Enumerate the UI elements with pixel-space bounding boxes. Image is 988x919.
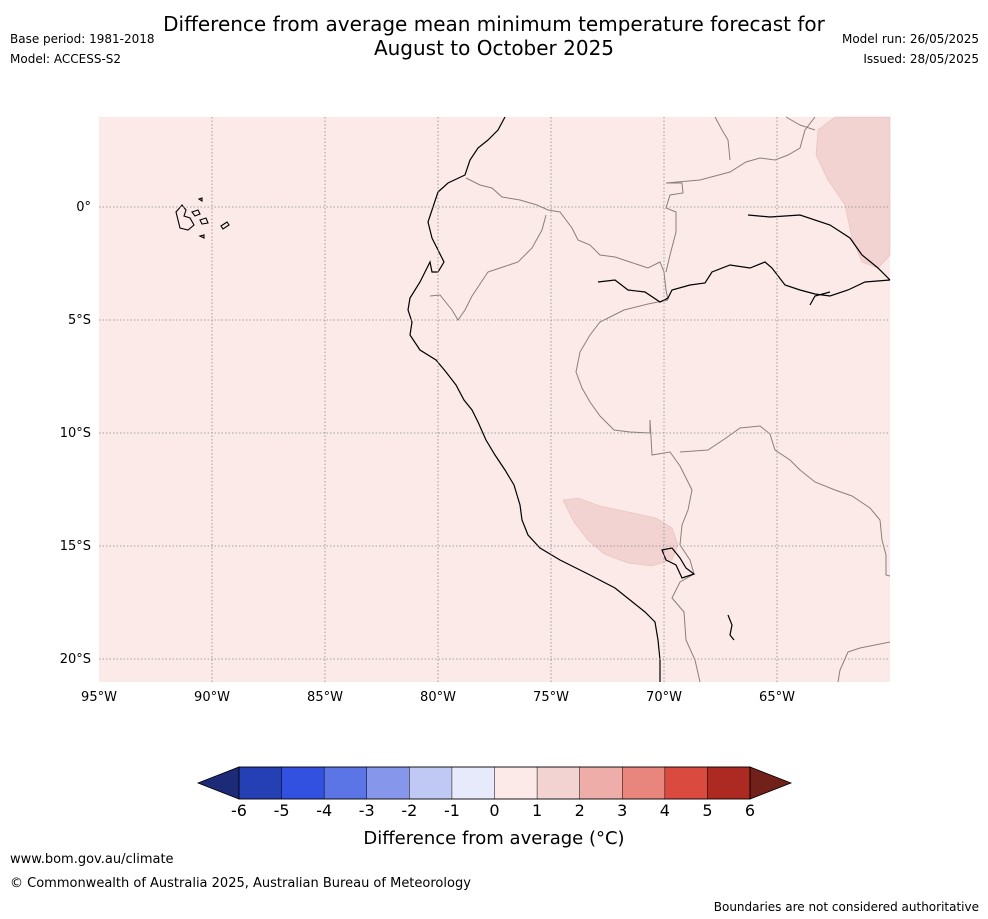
colorbar-cell: [409, 766, 453, 800]
longitude-labels: 95°W 90°W 85°W 80°W 75°W 70°W 65°W: [81, 690, 795, 705]
border-bolivia-brazil: [679, 425, 891, 577]
border-guyana: [785, 116, 816, 131]
lon-label-90w: 90°W: [194, 690, 230, 705]
colorbar-cell: [281, 766, 325, 800]
colorbar-cell: [664, 766, 709, 800]
lat-label-10s: 10°S: [60, 426, 91, 441]
colorbar-cell: [579, 766, 624, 800]
border-venezuela-north: [714, 116, 731, 161]
colorbar-tick-label: -4: [316, 801, 332, 820]
colorbar-tick-label: 5: [702, 801, 712, 820]
colorbar: -6 -5 -4 -3 -2 -1 0 1 2 3 4 5 6: [196, 766, 793, 820]
border-peru-brazil: [575, 299, 669, 434]
lon-label-65w: 65°W: [759, 690, 795, 705]
base-period-text: Base period: 1981-2018: [10, 32, 155, 46]
title-line-2: August to October 2025: [373, 36, 615, 60]
colorbar-extension-low: [196, 766, 240, 800]
colorbar-cell: [622, 766, 666, 800]
colorbar-label: Difference from average (°C): [363, 828, 625, 849]
title-line-1: Difference from average mean minimum tem…: [163, 12, 825, 36]
country-borders: [429, 116, 891, 683]
lat-label-5s: 5°S: [68, 313, 91, 328]
colorbar-cells: [238, 766, 751, 800]
lon-label-80w: 80°W: [420, 690, 456, 705]
colorbar-tick-label: 4: [660, 801, 670, 820]
map-panel: [99, 116, 891, 683]
colorbar-outline: [238, 766, 751, 800]
river-branch: [809, 291, 831, 306]
lon-label-85w: 85°W: [307, 690, 343, 705]
colorbar-tick-label: 6: [745, 801, 755, 820]
meta-right: Model run: 26/05/2025 Issued: 28/05/2025: [842, 31, 979, 71]
colorbar-ticks: -6 -5 -4 -3 -2 -1 0 1 2 3 4 5 6: [231, 801, 755, 820]
colorbar-tick-label: 0: [489, 801, 499, 820]
lon-label-95w: 95°W: [81, 690, 117, 705]
colorbar-tick-label: -3: [359, 801, 375, 820]
map-background: [99, 117, 890, 682]
border-venezuela-brazil: [665, 116, 816, 184]
border-ecuador-peru: [429, 214, 547, 321]
warm-anomaly-region-northeast: [815, 116, 891, 269]
coastlines: [407, 116, 891, 682]
colorbar-cell: [494, 766, 538, 800]
footer-disclaimer: Boundaries are not considered authoritat…: [713, 900, 979, 914]
salt-flat-outline: [727, 614, 735, 641]
border-peru-bolivia-chile: [649, 419, 701, 683]
issued-text: Issued: 28/05/2025: [863, 52, 979, 66]
colorbar-tick-label: -6: [231, 801, 247, 820]
colorbar-cell: [536, 766, 581, 800]
meta-left: Base period: 1981-2018 Model: ACCESS-S2: [10, 31, 155, 71]
colorbar-cell: [707, 766, 751, 800]
latitude-labels: 0° 5°S 10°S 15°S 20°S: [60, 200, 91, 667]
colorbar-tick-label: 3: [617, 801, 627, 820]
colorbar-cell: [451, 766, 496, 800]
amazon-river: [597, 261, 891, 303]
galapagos-islands: [175, 197, 230, 239]
footer-url: www.bom.gov.au/climate: [10, 852, 174, 867]
map-title: Difference from average mean minimum tem…: [0, 12, 988, 60]
lat-label-0: 0°: [76, 200, 91, 215]
colorbar-tick-label: 1: [532, 801, 542, 820]
lon-label-70w: 70°W: [646, 690, 682, 705]
lat-label-15s: 15°S: [60, 539, 91, 554]
footer-copyright: © Commonwealth of Australia 2025, Austra…: [10, 876, 471, 891]
colorbar-extension-high: [749, 766, 793, 800]
border-paraguay-south: [837, 651, 849, 683]
border-colombia-brazil: [665, 182, 684, 273]
border-colombia-peru: [465, 177, 669, 301]
lake-titicaca: [661, 547, 696, 579]
lat-label-20s: 20°S: [60, 652, 91, 667]
lon-label-75w: 75°W: [533, 690, 569, 705]
graticule: [99, 117, 890, 682]
border-paraguay: [847, 641, 891, 653]
colorbar-tick-label: -1: [444, 801, 460, 820]
colorbar-tick-label: 2: [575, 801, 585, 820]
amazon-river-north: [747, 214, 891, 281]
colorbar-cell: [366, 766, 411, 800]
colorbar-tick-label: -5: [274, 801, 290, 820]
model-run-text: Model run: 26/05/2025: [841, 32, 979, 46]
colorbar-cell: [323, 766, 368, 800]
colorbar-cell: [238, 766, 283, 800]
pacific-coastline: [407, 116, 661, 682]
colorbar-tick-label: -2: [401, 801, 417, 820]
model-text: Model: ACCESS-S2: [10, 52, 122, 66]
